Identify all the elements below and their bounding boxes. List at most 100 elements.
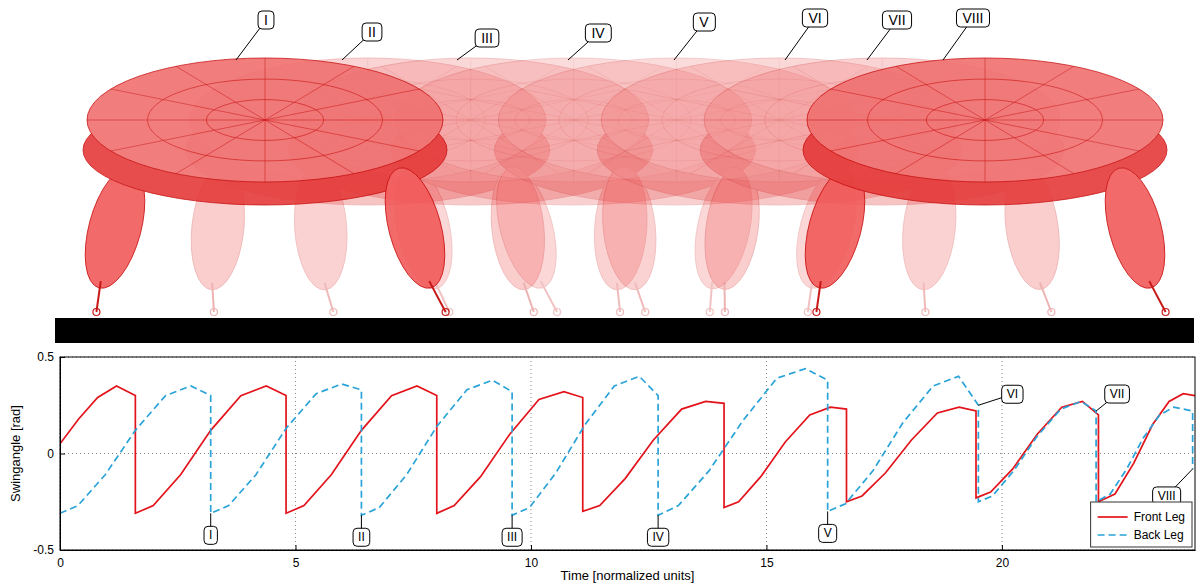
legend: Front Leg Back Leg: [1091, 502, 1192, 547]
annotation-box: [204, 526, 217, 544]
grid-line-x: [530, 357, 531, 550]
robot-mesh: [985, 120, 1163, 121]
ground: [55, 318, 1194, 343]
callout-label: VI: [808, 10, 821, 26]
frame-callout: I: [236, 11, 274, 60]
callout-box: [258, 11, 274, 29]
callout-label: VIII: [962, 10, 983, 26]
annotation-label: VI: [1007, 387, 1018, 401]
legend-label: Back Leg: [1134, 528, 1184, 542]
callout-box: [802, 9, 827, 27]
robot-mesh: [807, 120, 985, 121]
robot-mesh: [265, 89, 419, 120]
robot-foot: [813, 309, 820, 316]
x-tick: 20: [996, 545, 1010, 570]
annotation-label: IV: [652, 530, 663, 544]
robot-mesh: [265, 120, 419, 151]
annotation-box: [1105, 385, 1130, 403]
callout-label: I: [264, 12, 268, 28]
annotation-box: [819, 524, 837, 542]
robot-foot: [706, 309, 713, 316]
x-axis: 05101520: [57, 545, 1195, 570]
robot-mesh: [265, 120, 354, 174]
robot-shank: [524, 283, 534, 312]
robot-foot: [721, 309, 728, 316]
annotation-label: V: [824, 526, 832, 540]
robot-shank: [325, 283, 334, 312]
grid-line-x: [295, 357, 296, 550]
y-axis-title: Swingangle [rad]: [8, 405, 23, 502]
robot-shank: [541, 281, 557, 312]
robot-foot: [1048, 309, 1055, 316]
x-tick-mark: [766, 545, 767, 550]
figure: IIIIIIIVVVIVIIVIII05101520-0.500.5Time […: [0, 0, 1199, 587]
frame-callout: VI: [785, 9, 828, 60]
robot-foot: [210, 309, 217, 316]
annotations: IIIIIIIVVVIVIIVIII: [204, 385, 1193, 546]
annotation-box: [1002, 385, 1023, 403]
x-tick-mark: [531, 545, 532, 550]
robot-mesh: [985, 120, 1139, 151]
robot-shank: [710, 282, 712, 312]
y-tick-label: -0.5: [33, 543, 54, 557]
annotation: VIII: [1153, 469, 1193, 505]
frame-callout: III: [457, 29, 499, 60]
legend-swatch: [1098, 534, 1128, 536]
robot-mesh: [176, 120, 265, 174]
robot-foot: [642, 309, 649, 316]
x-tick-mark: [295, 545, 296, 550]
robot-mesh: [985, 66, 1074, 120]
callout-box: [956, 9, 989, 27]
robot-mesh: [265, 58, 266, 120]
robot-foot: [804, 309, 811, 316]
grid-line-x: [1001, 357, 1002, 550]
robot-shank: [617, 283, 620, 312]
annotation: II: [353, 515, 370, 546]
robot-mesh: [985, 58, 986, 120]
robot-mesh: [265, 120, 443, 121]
plot-frame: [60, 357, 1195, 550]
annotation-label: VIII: [1158, 489, 1176, 503]
legend-swatch: [1098, 516, 1128, 518]
x-tick-label: 10: [525, 556, 539, 570]
annotation-box: [353, 528, 370, 546]
robot-mesh: [985, 89, 1139, 120]
legend-label: Front Leg: [1134, 510, 1185, 524]
legend-box: [1091, 502, 1192, 547]
annotation: III: [502, 515, 522, 546]
robot-foot: [554, 309, 561, 316]
annotation-label: III: [507, 530, 517, 544]
robot-body-top: [807, 58, 1163, 182]
annotation-label: I: [209, 528, 212, 542]
robot-foot: [330, 309, 337, 316]
annotation: VI: [978, 385, 1023, 405]
x-tick-label: 5: [293, 556, 300, 570]
callout-box: [585, 24, 611, 42]
chart: 05101520-0.500.5Time [normalized units]S…: [8, 350, 1196, 583]
robot-shank: [635, 283, 645, 312]
grid: [60, 357, 1195, 550]
callout-label: VII: [888, 12, 905, 28]
robot-mesh: [831, 89, 985, 120]
annotation-label: II: [358, 530, 365, 544]
callout-label: IV: [591, 25, 605, 41]
x-tick: 10: [525, 545, 539, 570]
annotation: VII: [1096, 385, 1129, 411]
robot-shank: [723, 282, 725, 312]
robot-foot: [617, 309, 624, 316]
robot-shank: [808, 281, 812, 312]
robot-shank: [924, 283, 926, 312]
y-tick-mark: [60, 550, 65, 551]
robot-mesh: [896, 66, 985, 120]
annotation-box: [647, 528, 668, 546]
robot-shank: [212, 283, 214, 312]
robot-mesh: [985, 120, 1074, 174]
robot-shank: [1149, 281, 1165, 312]
series-line: [60, 369, 1193, 516]
y-tick: 0.5: [37, 350, 65, 364]
y-tick: -0.5: [33, 543, 65, 557]
frame-callout: V: [674, 13, 715, 60]
callout-label: III: [481, 30, 493, 46]
robot-body-top: [87, 58, 443, 182]
callout-box: [475, 29, 499, 47]
